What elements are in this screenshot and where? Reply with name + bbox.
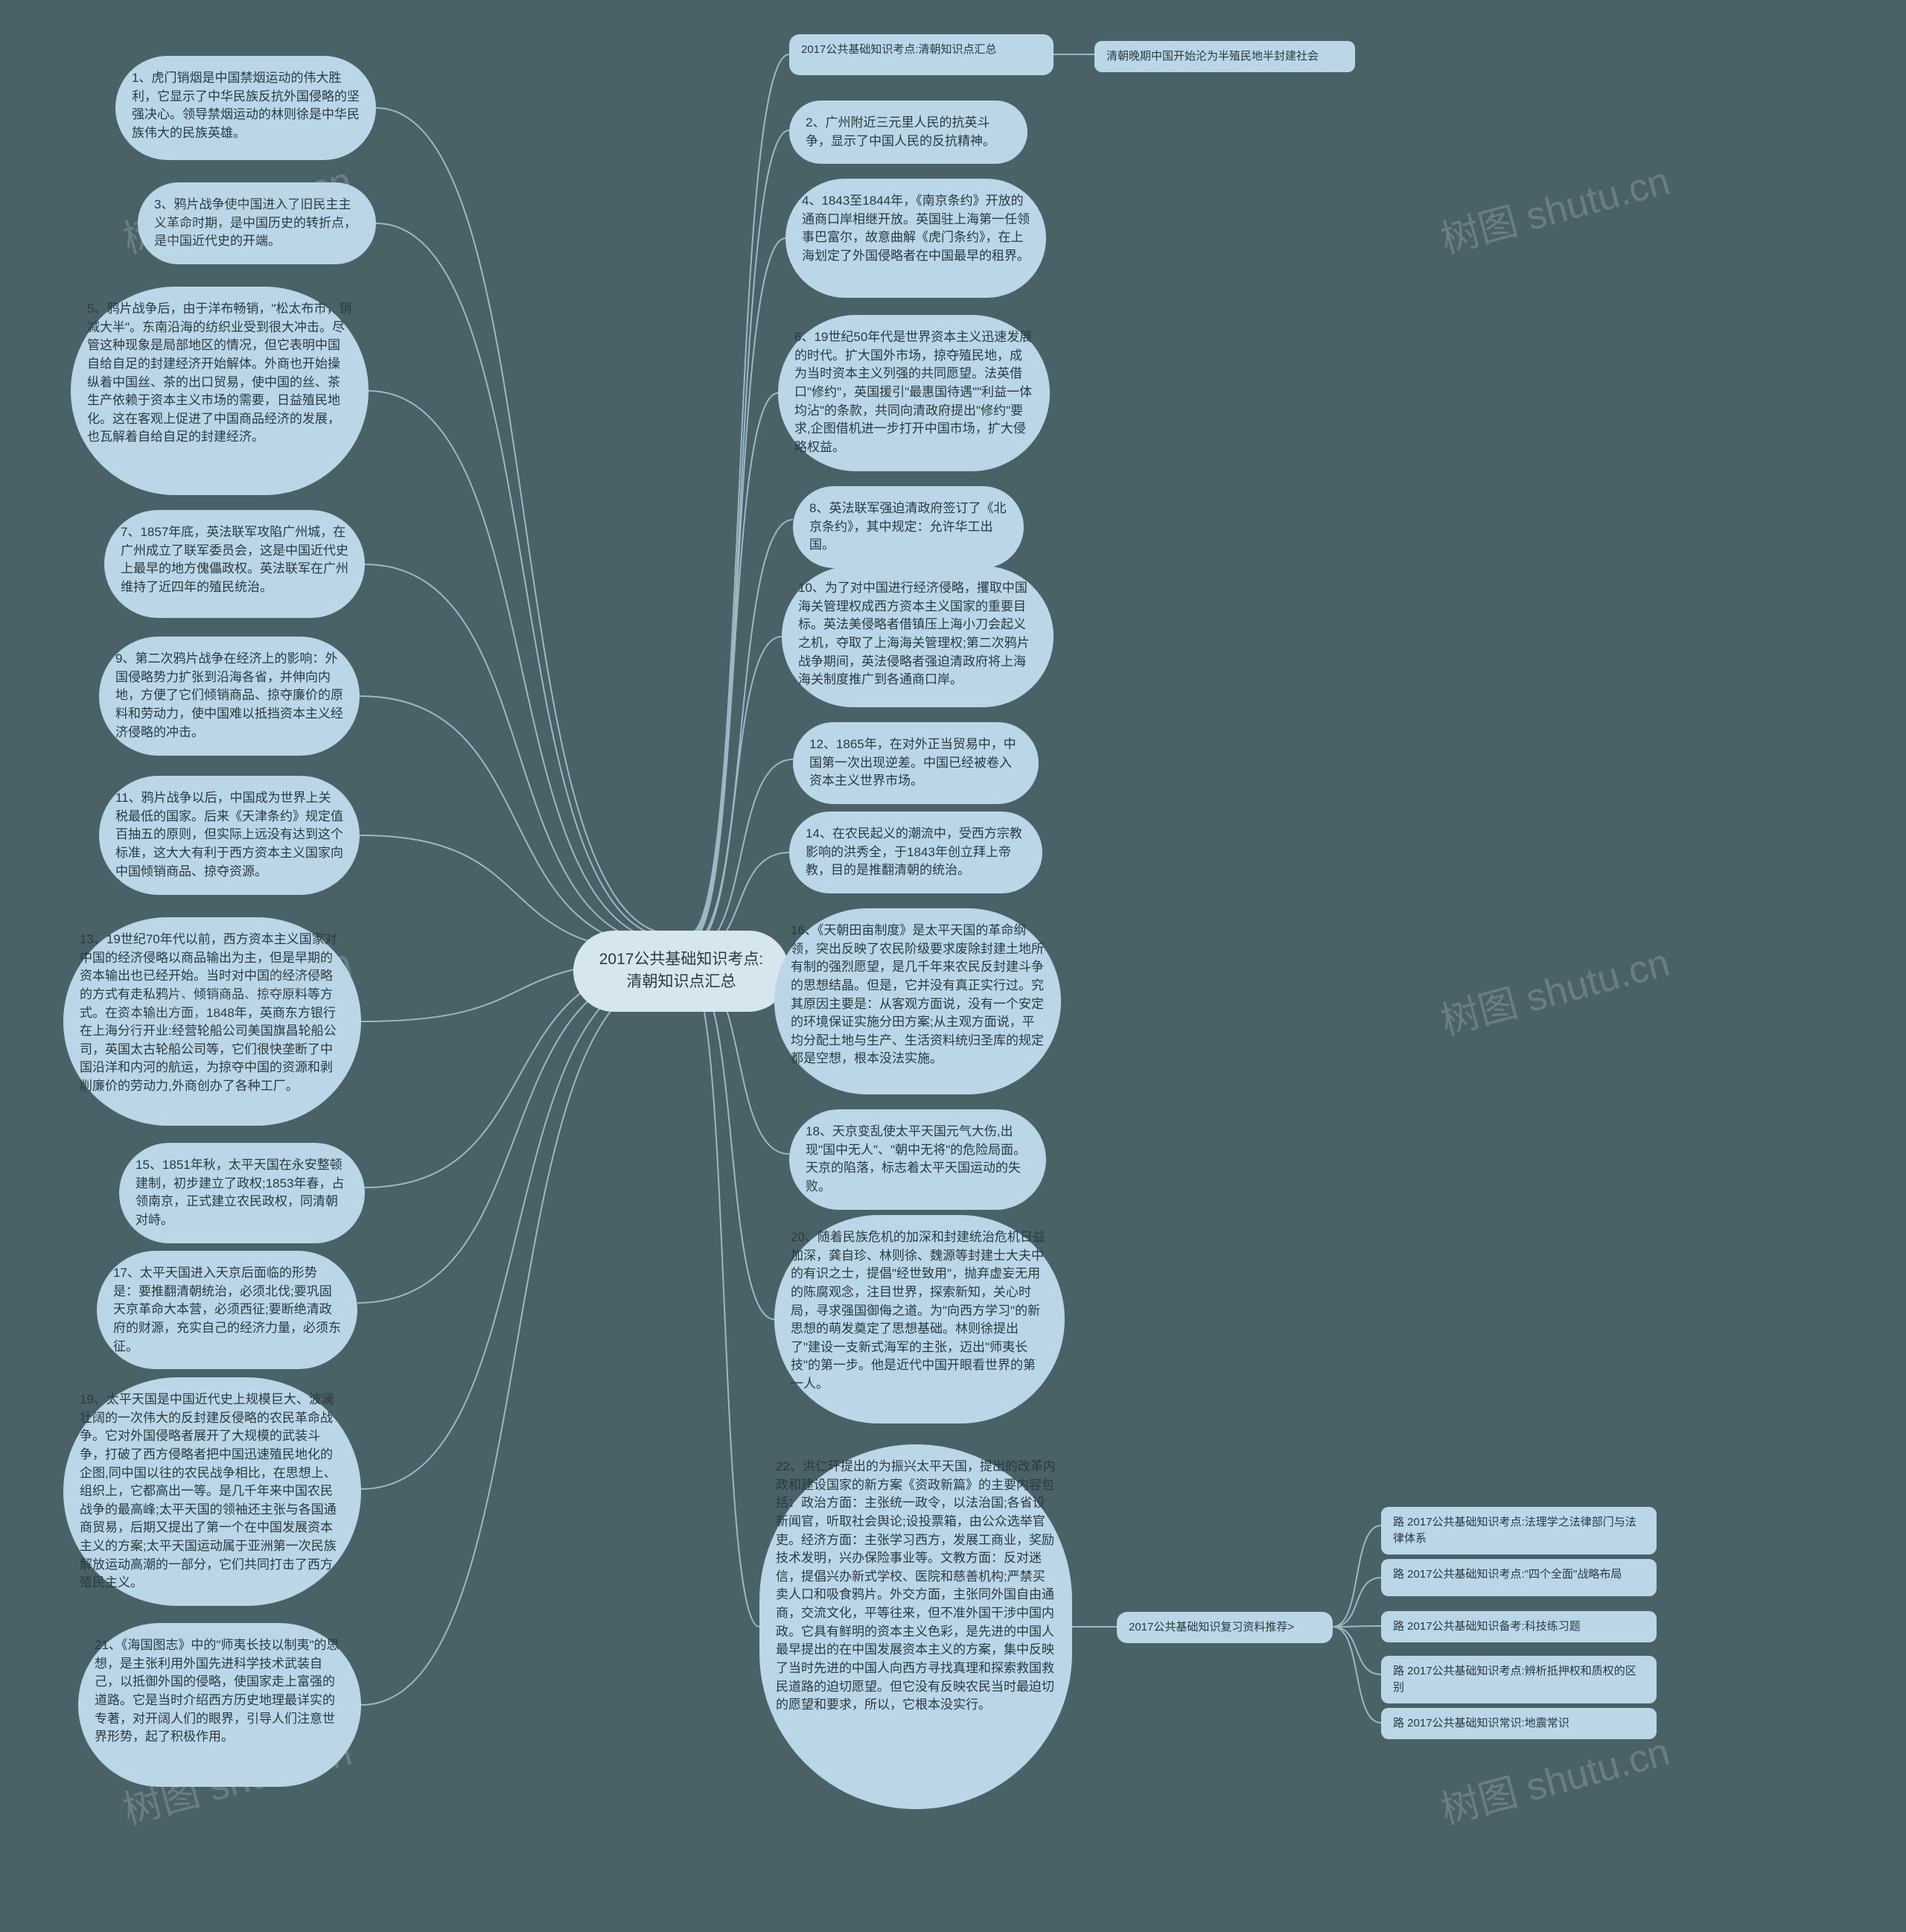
top-branch-leaf-label: 清朝晚期中国开始沦为半殖民地半封建社会 <box>1106 50 1319 63</box>
left-node-4[interactable]: 9、第二次鸦片战争在经济上的影响：外国侵略势力扩张到沿海各省，并伸向内地，方便了… <box>99 637 360 756</box>
left-node-9[interactable]: 19、太平天国是中国近代史上规模巨大、波澜壮阔的一次伟大的反封建反侵略的农民革命… <box>63 1377 361 1606</box>
left-node-0[interactable]: 1、虎门销烟是中国禁烟运动的伟大胜利，它显示了中华民族反抗外国侵略的坚强决心。领… <box>115 56 376 160</box>
bottom-leaf-3[interactable]: 路 2017公共基础知识考点:辨析抵押权和质权的区别 <box>1381 1656 1657 1703</box>
left-node-8[interactable]: 17、太平天国进入天京后面临的形势是：要推翻清朝统治，必须北伐;要巩固天京革命大… <box>97 1251 357 1369</box>
right-node-5-label: 12、1865年，在对外正当贸易中，中国第一次出现逆差。中国已经被卷入资本主义世… <box>809 737 1016 788</box>
bottom-branch-node-label: 2017公共基础知识复习资料推荐> <box>1129 1621 1294 1633</box>
right-node-2[interactable]: 6、19世纪50年代是世界资本主义迅速发展的时代。扩大国外市场，掠夺殖民地，成为… <box>778 315 1050 471</box>
left-node-8-label: 17、太平天国进入天京后面临的形势是：要推翻清朝统治，必须北伐;要巩固天京革命大… <box>113 1266 341 1354</box>
mindmap-edge <box>376 223 674 938</box>
bottom-leaf-1[interactable]: 路 2017公共基础知识考点:"四个全面"战略布局 <box>1381 1559 1657 1596</box>
left-node-2-label: 5、鸦片战争后，由于洋布畅销，"松太布市，销减大半"。东南沿海的纺织业受到很大冲… <box>87 302 352 444</box>
right-node-5[interactable]: 12、1865年，在对外正当贸易中，中国第一次出现逆差。中国已经被卷入资本主义世… <box>793 722 1039 804</box>
mindmap-edge <box>689 54 789 934</box>
left-node-3[interactable]: 7、1857年底，英法联军攻陷广州城，在广州成立了联军委员会，这是中国近代史上最… <box>104 510 365 618</box>
mindmap-edge <box>1333 1626 1381 1627</box>
mindmap-edge <box>376 108 674 934</box>
left-node-1-label: 3、鸦片战争使中国进入了旧民主主义革命时期，是中国历史的转折点，是中国近代史的开… <box>154 197 357 248</box>
right-node-7-label: 16、《天朝田亩制度》是太平天国的革命纲领，突出反映了农民阶级要求废除封建土地所… <box>791 923 1044 1065</box>
bottom-leaf-0[interactable]: 路 2017公共基础知识考点:法理学之法律部门与法律体系 <box>1381 1507 1657 1555</box>
right-node-7[interactable]: 16、《天朝田亩制度》是太平天国的革命纲领，突出反映了农民阶级要求废除封建土地所… <box>774 908 1061 1094</box>
right-node-0-label: 2、广州附近三元里人民的抗英斗争，显示了中国人民的反抗精神。 <box>806 115 995 148</box>
mindmap-edge <box>1333 1627 1381 1723</box>
right-node-9[interactable]: 20、随着民族危机的加深和封建统治危机日益加深，龚自珍、林则徐、魏源等封建士大夫… <box>774 1215 1065 1424</box>
right-node-3[interactable]: 8、英法联军强迫清政府签订了《北京条约》，其中规定：允许华工出国。 <box>793 486 1024 568</box>
mindmap-edge <box>689 969 774 1319</box>
mindmap-edge <box>357 968 674 1303</box>
right-node-4-label: 10、为了对中国进行经济侵略，攫取中国海关管理权成西方资本主义国家的重要目标。英… <box>798 581 1030 686</box>
bottom-leaf-1-label: 路 2017公共基础知识考点:"四个全面"战略布局 <box>1393 1568 1622 1581</box>
mindmap-edge <box>361 975 674 1705</box>
mindmap-edge <box>365 564 674 946</box>
right-node-3-label: 8、英法联军强迫清政府签订了《北京条约》，其中规定：允许华工出国。 <box>809 501 1006 552</box>
watermark: 树图 shutu.cn <box>1434 931 1675 1046</box>
left-node-7[interactable]: 15、1851年秋，太平天国在永安整顿建制，初步建立了政权;1853年春，占领南… <box>119 1143 365 1243</box>
mindmap-edge <box>689 130 789 937</box>
mindmap-edge <box>689 972 759 1627</box>
bottom-leaf-2[interactable]: 路 2017公共基础知识备考:科技练习题 <box>1381 1611 1657 1642</box>
center-node-label: 2017公共基础知识考点:清朝知识点汇总 <box>596 949 767 994</box>
right-node-2-label: 6、19世纪50年代是世界资本主义迅速发展的时代。扩大国外市场，掠夺殖民地，成为… <box>794 330 1032 454</box>
mindmap-edge <box>1333 1525 1381 1627</box>
right-node-6-label: 14、在农民起义的潮流中，受西方宗教影响的洪秀全，于1843年创立拜上帝教，目的… <box>806 826 1022 877</box>
mindmap-edge <box>689 520 793 946</box>
right-node-8-label: 18、天京变乱使太平天国元气大伤,出现"国中无人"、"朝中无将"的危险局面。天京… <box>806 1124 1026 1193</box>
center-node[interactable]: 2017公共基础知识考点:清朝知识点汇总 <box>573 931 789 1012</box>
left-node-5-label: 11、鸦片战争以后，中国成为世界上关税最低的国家。后来《天津条约》规定值百抽五的… <box>115 791 343 879</box>
left-node-10-label: 21、《海国图志》中的"师夷长技以制夷"的思想，是主张利用外国先进科学技术武装自… <box>95 1638 339 1744</box>
left-node-7-label: 15、1851年秋，太平天国在永安整顿建制，初步建立了政权;1853年春，占领南… <box>136 1158 345 1227</box>
right-node-1-label: 4、1843至1844年，《南京条约》开放的通商口岸相继开放。英国驻上海第一任领… <box>802 194 1030 263</box>
left-node-3-label: 7、1857年底，英法联军攻陷广州城，在广州成立了联军委员会，这是中国近代史上最… <box>121 525 348 594</box>
left-node-6[interactable]: 13、19世纪70年代以前，西方资本主义国家对中国的经济侵略以商品输出为主，但是… <box>63 917 361 1126</box>
watermark: 树图 shutu.cn <box>1434 150 1675 264</box>
right-node-4[interactable]: 10、为了对中国进行经济侵略，攫取中国海关管理权成西方资本主义国家的重要目标。英… <box>782 566 1054 707</box>
mindmap-edge <box>360 696 674 949</box>
bottom-leaf-2-label: 路 2017公共基础知识备考:科技练习题 <box>1393 1620 1581 1633</box>
right-node-10[interactable]: 22、洪仁玕提出的为振兴太平天国，提出的改革内政和建设国家的新方案《资政新篇》的… <box>759 1444 1072 1809</box>
mindmap-edge <box>1333 1578 1381 1627</box>
left-node-6-label: 13、19世纪70年代以前，西方资本主义国家对中国的经济侵略以商品输出为主，但是… <box>80 932 337 1093</box>
left-node-1[interactable]: 3、鸦片战争使中国进入了旧民主主义革命时期，是中国历史的转折点，是中国近代史的开… <box>138 182 376 264</box>
right-node-10-label: 22、洪仁玕提出的为振兴太平天国，提出的改革内政和建设国家的新方案《资政新篇》的… <box>776 1459 1056 1712</box>
top-branch-node-label: 2017公共基础知识考点:清朝知识点汇总 <box>801 43 997 56</box>
mindmap-edge <box>689 759 793 951</box>
left-node-5[interactable]: 11、鸦片战争以后，中国成为世界上关税最低的国家。后来《天津条约》规定值百抽五的… <box>99 776 360 895</box>
left-node-10[interactable]: 21、《海国图志》中的"师夷长技以制夷"的思想，是主张利用外国先进科学技术武装自… <box>78 1623 361 1787</box>
mindmap-edge <box>1333 1627 1381 1674</box>
bottom-leaf-4-label: 路 2017公共基础知识常识:地震常识 <box>1393 1717 1569 1729</box>
left-node-4-label: 9、第二次鸦片战争在经济上的影响：外国侵略势力扩张到沿海各省，并伸向内地，方便了… <box>115 651 343 739</box>
left-node-9-label: 19、太平天国是中国近代史上规模巨大、波澜壮阔的一次伟大的反封建反侵略的农民革命… <box>80 1392 337 1590</box>
bottom-leaf-3-label: 路 2017公共基础知识考点:辨析抵押权和质权的区别 <box>1393 1665 1636 1694</box>
left-node-0-label: 1、虎门销烟是中国禁烟运动的伟大胜利，它显示了中华民族反抗外国侵略的坚强决心。领… <box>132 71 360 140</box>
mindmap-edge <box>689 393 778 943</box>
mindmap-edge <box>369 391 674 942</box>
bottom-branch-node[interactable]: 2017公共基础知识复习资料推荐> <box>1117 1612 1333 1643</box>
right-node-0[interactable]: 2、广州附近三元里人民的抗英斗争，显示了中国人民的反抗精神。 <box>789 101 1027 164</box>
right-node-6[interactable]: 14、在农民起义的潮流中，受西方宗教影响的洪秀全，于1843年创立拜上帝教，目的… <box>789 812 1042 893</box>
bottom-leaf-0-label: 路 2017公共基础知识考点:法理学之法律部门与法律体系 <box>1393 1516 1636 1545</box>
mindmap-edge <box>689 238 785 940</box>
top-branch-node[interactable]: 2017公共基础知识考点:清朝知识点汇总 <box>789 34 1054 75</box>
bottom-leaf-4[interactable]: 路 2017公共基础知识常识:地震常识 <box>1381 1708 1657 1739</box>
mindmap-edge <box>689 637 782 949</box>
right-node-8[interactable]: 18、天京变乱使太平天国元气大伤,出现"国中无人"、"朝中无将"的危险局面。天京… <box>789 1109 1046 1210</box>
right-node-1[interactable]: 4、1843至1844年，《南京条约》开放的通商口岸相继开放。英国驻上海第一任领… <box>785 179 1046 298</box>
right-node-9-label: 20、随着民族危机的加深和封建统治危机日益加深，龚自珍、林则徐、魏源等封建士大夫… <box>791 1230 1045 1391</box>
top-branch-leaf[interactable]: 清朝晚期中国开始沦为半殖民地半封建社会 <box>1094 41 1355 72</box>
mindmap-edge <box>361 972 674 1489</box>
left-node-2[interactable]: 5、鸦片战争后，由于洋布畅销，"松太布市，销减大半"。东南沿海的纺织业受到很大冲… <box>71 287 369 495</box>
